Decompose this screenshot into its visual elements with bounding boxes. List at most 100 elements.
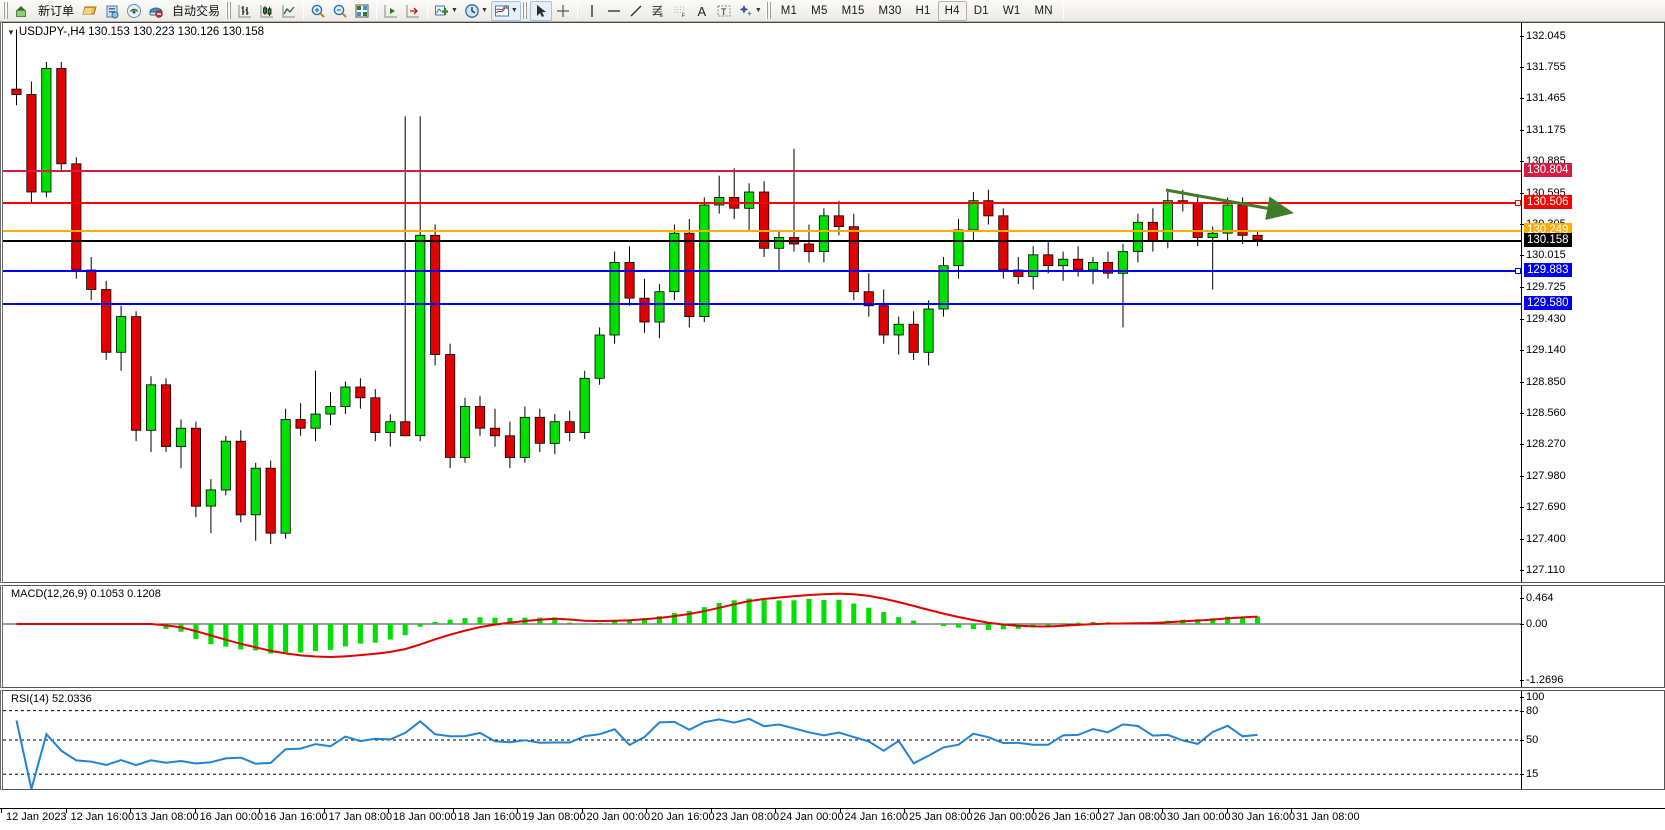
macd-axis-divider	[1521, 586, 1522, 687]
text-label-icon[interactable]: T	[713, 1, 735, 21]
time-tick: 18 Jan 16:00	[452, 808, 522, 823]
broadcast-icon[interactable]	[123, 1, 145, 21]
shapes-icon[interactable]: ▼	[735, 1, 765, 21]
time-tick: 30 Jan 16:00	[1226, 808, 1296, 823]
time-tick: 17 Jan 08:00	[323, 808, 393, 823]
rsi-tick: 15	[1519, 768, 1539, 781]
channel-icon[interactable]: F	[669, 1, 691, 21]
timeframe-m15-button[interactable]: M15	[841, 4, 865, 17]
horizontal-line-icon[interactable]	[603, 1, 625, 21]
time-tick: 18 Jan 00:00	[388, 808, 457, 823]
text-icon[interactable]: A	[691, 1, 713, 21]
chart-shift-icon[interactable]	[402, 1, 424, 21]
chevron-down-icon-3[interactable]: ▼	[510, 7, 518, 14]
toolbar-grip-4[interactable]	[765, 2, 771, 19]
price-tick: 128.270	[1520, 438, 1566, 451]
toolbar-separator-5	[1062, 2, 1064, 19]
level-line-resistance-main[interactable]	[3, 200, 1521, 207]
level-line-support-lower[interactable]	[3, 302, 1521, 305]
folder-icon[interactable]	[79, 1, 101, 21]
price-tick: 127.110	[1520, 564, 1565, 577]
rsi-pane[interactable]: RSI(14) 52.0336 100 80 50 15	[0, 690, 1665, 790]
timeframe-m5-button[interactable]: M5	[811, 4, 828, 17]
time-tick: 13 Jan 08:00	[130, 808, 199, 823]
templates-icon[interactable]: ▼	[490, 0, 521, 21]
level-handle[interactable]	[1515, 200, 1521, 207]
toolbar-grip-2[interactable]	[226, 2, 232, 19]
macd-label: MACD(12,26,9) 0.1053 0.1208	[9, 588, 163, 600]
rsi-tick: 50	[1519, 734, 1539, 746]
chart-menu-caret-icon[interactable]: ▼	[7, 28, 15, 37]
timeframe-h4-button[interactable]: H4	[937, 0, 967, 21]
time-axis[interactable]: 12 Jan 2023 12 Jan 16:00 13 Jan 08:00 16 Ja…	[0, 808, 1665, 830]
chevron-down-icon-2[interactable]: ▼	[480, 7, 488, 14]
toolbar-grip-3[interactable]	[521, 2, 527, 19]
chevron-down-icon-4[interactable]: ▼	[754, 7, 762, 14]
trendline-icon[interactable]	[625, 1, 647, 21]
macd-tick: -1.2696	[1519, 674, 1564, 686]
price-tick: 131.175	[1520, 123, 1566, 136]
candlestick-chart-icon[interactable]	[256, 1, 278, 21]
time-tick: 19 Jan 08:00	[517, 808, 586, 823]
cursor-icon[interactable]	[529, 0, 552, 21]
chevron-down-icon[interactable]: ▼	[451, 7, 458, 14]
chart-area[interactable]: ▼ USDJPY-,H4 130.153 130.223 130.126 130.…	[0, 22, 1665, 830]
crosshair-icon[interactable]	[552, 1, 574, 21]
profile-icon[interactable]	[101, 1, 123, 21]
time-tick: 20 Jan 00:00	[581, 808, 651, 823]
time-tick: 30 Jan 00:00	[1162, 808, 1231, 823]
time-tick: 16 Jan 00:00	[194, 808, 264, 823]
timeframe-m30-button[interactable]: M30	[878, 4, 902, 17]
time-tick: 26 Jan 00:00	[968, 808, 1038, 823]
level-line-resistance-upper[interactable]	[3, 169, 1521, 172]
zoom-in-icon[interactable]	[307, 1, 329, 21]
auto-scroll-icon[interactable]	[380, 1, 402, 21]
level-line-entry-level[interactable]	[3, 230, 1521, 232]
time-tick: 16 Jan 16:00	[259, 808, 328, 823]
toolbar-grip[interactable]	[3, 2, 8, 19]
zoom-out-icon[interactable]	[329, 1, 351, 21]
vertical-line-icon[interactable]	[581, 1, 603, 21]
tile-windows-icon[interactable]	[351, 1, 373, 21]
level-line-support-upper[interactable]	[3, 267, 1521, 274]
symbol-label: ▼ USDJPY-,H4 130.153 130.223 130.126 130.…	[7, 26, 265, 38]
timeframe-d1-button[interactable]: D1	[973, 4, 989, 17]
level-handle[interactable]	[1515, 267, 1521, 274]
time-tick: 31 Jan 08:00	[1291, 808, 1360, 823]
price-tick: 129.430	[1520, 312, 1566, 325]
line-chart-icon[interactable]	[278, 1, 300, 21]
timeframe-w1-button[interactable]: W1	[1002, 4, 1021, 17]
main-toolbar: 新订单 自动交易	[0, 0, 1665, 22]
svg-text:T: T	[721, 7, 727, 17]
expert-advisor-icon[interactable]	[145, 1, 167, 21]
timeframe-h1-button[interactable]: H1	[915, 4, 931, 17]
toolbar-separator-2	[376, 2, 378, 19]
price-label-resistance-main: 130.506	[1524, 195, 1572, 210]
price-tick: 129.725	[1520, 280, 1566, 293]
fibonacci-icon[interactable]: E	[647, 1, 669, 21]
auto-trading-button[interactable]: 自动交易	[172, 4, 221, 18]
time-tick: 12 Jan 16:00	[65, 808, 135, 823]
price-tick: 127.690	[1520, 501, 1566, 514]
price-pane[interactable]: ▼ USDJPY-,H4 130.153 130.223 130.126 130.…	[0, 22, 1665, 583]
macd-canvas	[3, 592, 1521, 659]
timeframe-group: M1 M5 M15 M30 H1 H4 D1 W1 MN	[774, 0, 1060, 21]
candlestick-canvas[interactable]	[3, 23, 1521, 582]
level-line-current-price[interactable]	[3, 239, 1521, 242]
period-icon[interactable]: ▼	[461, 1, 491, 21]
price-tick: 128.850	[1520, 375, 1566, 388]
price-tick: 127.980	[1520, 469, 1566, 482]
new-order-icon[interactable]	[11, 1, 33, 21]
price-label-current-price: 130.158	[1524, 232, 1572, 247]
new-order-button[interactable]: 新订单	[38, 4, 75, 18]
timeframe-m1-button[interactable]: M1	[780, 4, 798, 17]
timeframe-mn-button[interactable]: MN	[1034, 4, 1053, 17]
indicators-icon[interactable]: ▼	[431, 1, 461, 21]
price-tick: 131.465	[1520, 92, 1566, 105]
price-label-support-lower: 129.580	[1524, 295, 1572, 310]
macd-pane[interactable]: MACD(12,26,9) 0.1053 0.1208 0.464 0.00 -1.…	[0, 585, 1665, 688]
rsi-canvas	[3, 710, 1521, 789]
bar-chart-icon[interactable]	[234, 1, 256, 21]
toolbar-separator-4	[576, 2, 578, 19]
rsi-tick: 100	[1519, 691, 1545, 703]
